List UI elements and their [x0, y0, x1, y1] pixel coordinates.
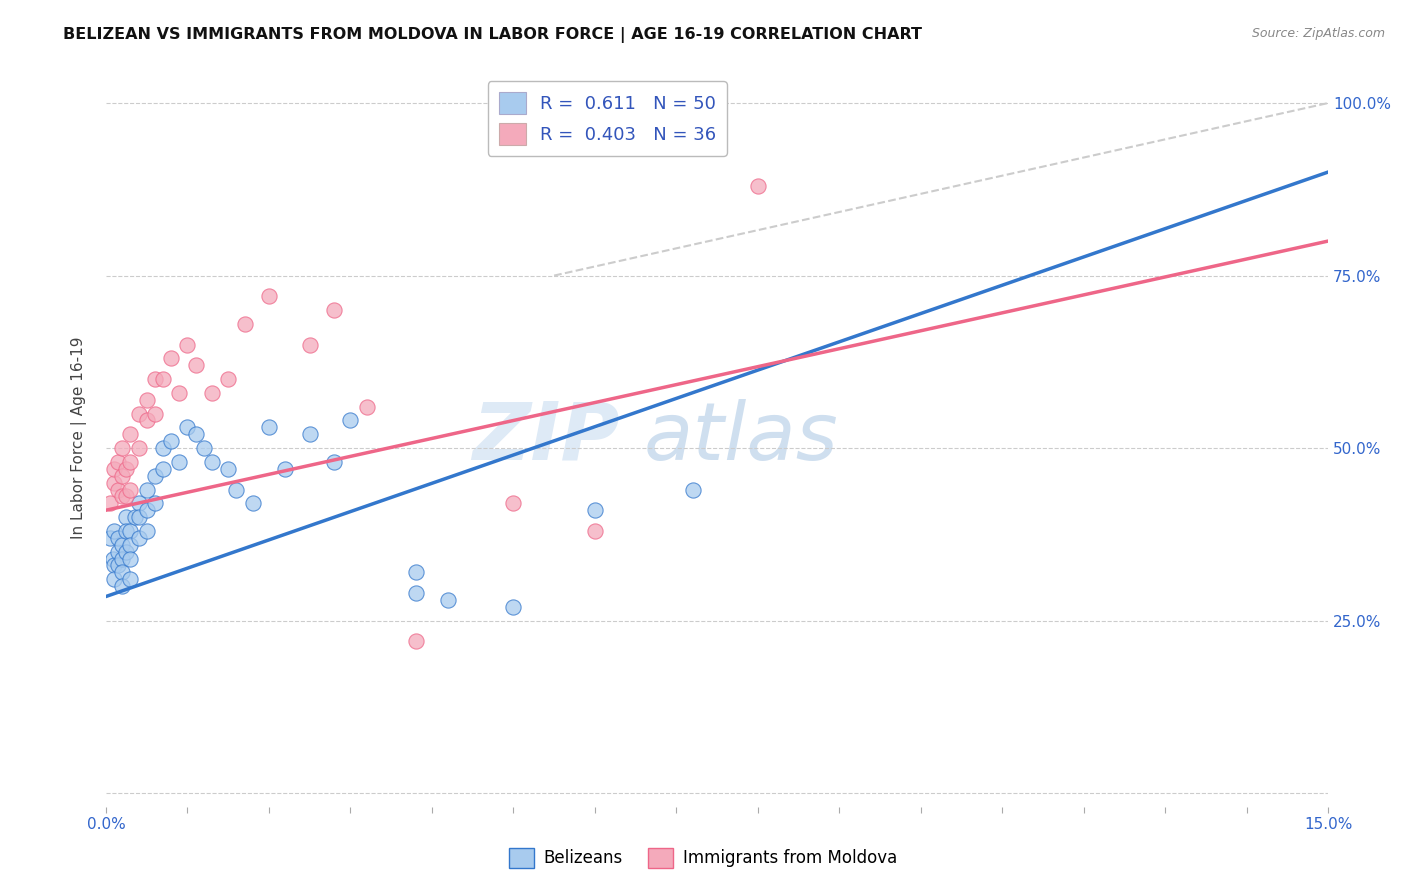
- Point: [115, 524, 138, 538]
- Point: [665, 96, 688, 111]
- Point: [103, 572, 125, 586]
- Point: [160, 351, 183, 366]
- Point: [152, 441, 174, 455]
- Point: [103, 462, 125, 476]
- Point: [115, 462, 138, 476]
- Point: [176, 337, 198, 351]
- Point: [135, 524, 157, 538]
- Point: [583, 503, 606, 517]
- Point: [233, 317, 256, 331]
- Point: [323, 303, 346, 318]
- Text: Source: ZipAtlas.com: Source: ZipAtlas.com: [1251, 27, 1385, 40]
- Point: [120, 538, 142, 552]
- Point: [107, 531, 129, 545]
- Point: [111, 538, 134, 552]
- Point: [298, 337, 321, 351]
- Point: [201, 455, 224, 469]
- Point: [405, 634, 427, 648]
- Legend: Belizeans, Immigrants from Moldova: Belizeans, Immigrants from Moldova: [502, 841, 904, 875]
- Point: [128, 407, 150, 421]
- Point: [124, 510, 146, 524]
- Point: [111, 441, 134, 455]
- Point: [152, 372, 174, 386]
- Point: [502, 599, 524, 614]
- Point: [135, 503, 157, 517]
- Point: [217, 462, 239, 476]
- Point: [217, 372, 239, 386]
- Point: [111, 566, 134, 580]
- Point: [103, 558, 125, 573]
- Y-axis label: In Labor Force | Age 16-19: In Labor Force | Age 16-19: [72, 336, 87, 539]
- Point: [339, 413, 361, 427]
- Point: [128, 510, 150, 524]
- Point: [160, 434, 183, 449]
- Point: [103, 475, 125, 490]
- Point: [120, 455, 142, 469]
- Point: [107, 558, 129, 573]
- Point: [111, 490, 134, 504]
- Point: [298, 427, 321, 442]
- Legend: R =  0.611   N = 50, R =  0.403   N = 36: R = 0.611 N = 50, R = 0.403 N = 36: [488, 81, 727, 156]
- Point: [128, 441, 150, 455]
- Point: [184, 359, 207, 373]
- Point: [274, 462, 297, 476]
- Point: [120, 483, 142, 497]
- Point: [747, 178, 769, 193]
- Point: [143, 468, 166, 483]
- Point: [257, 289, 280, 303]
- Point: [257, 420, 280, 434]
- Point: [323, 455, 346, 469]
- Point: [135, 483, 157, 497]
- Point: [115, 544, 138, 558]
- Point: [107, 455, 129, 469]
- Point: [152, 462, 174, 476]
- Point: [356, 400, 378, 414]
- Point: [107, 544, 129, 558]
- Point: [120, 524, 142, 538]
- Point: [176, 420, 198, 434]
- Point: [143, 496, 166, 510]
- Point: [143, 407, 166, 421]
- Point: [101, 551, 124, 566]
- Point: [128, 531, 150, 545]
- Text: atlas: atlas: [644, 399, 838, 476]
- Point: [193, 441, 215, 455]
- Point: [502, 496, 524, 510]
- Point: [115, 490, 138, 504]
- Point: [115, 510, 138, 524]
- Point: [120, 551, 142, 566]
- Point: [169, 385, 191, 400]
- Point: [143, 372, 166, 386]
- Point: [135, 392, 157, 407]
- Point: [111, 579, 134, 593]
- Point: [120, 427, 142, 442]
- Point: [103, 524, 125, 538]
- Text: BELIZEAN VS IMMIGRANTS FROM MOLDOVA IN LABOR FORCE | AGE 16-19 CORRELATION CHART: BELIZEAN VS IMMIGRANTS FROM MOLDOVA IN L…: [63, 27, 922, 43]
- Point: [225, 483, 247, 497]
- Point: [583, 524, 606, 538]
- Point: [128, 496, 150, 510]
- Point: [201, 385, 224, 400]
- Point: [107, 483, 129, 497]
- Point: [405, 586, 427, 600]
- Point: [437, 593, 460, 607]
- Point: [111, 468, 134, 483]
- Point: [242, 496, 264, 510]
- Point: [98, 496, 121, 510]
- Point: [682, 483, 704, 497]
- Point: [405, 566, 427, 580]
- Point: [184, 427, 207, 442]
- Point: [169, 455, 191, 469]
- Point: [120, 572, 142, 586]
- Point: [98, 531, 121, 545]
- Text: ZIP: ZIP: [472, 399, 619, 476]
- Point: [111, 551, 134, 566]
- Point: [135, 413, 157, 427]
